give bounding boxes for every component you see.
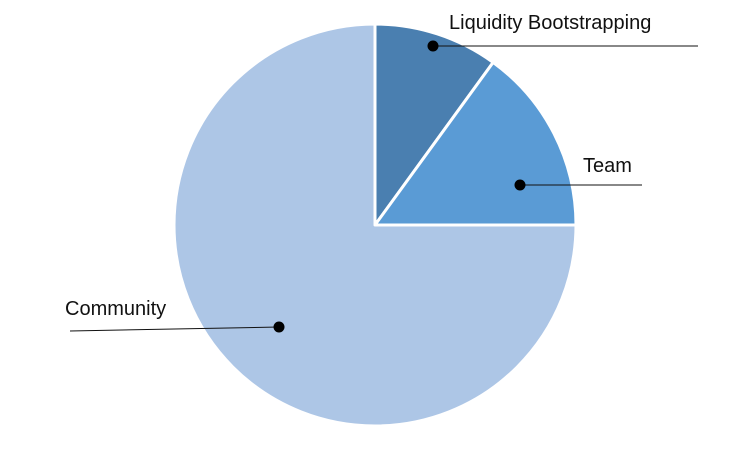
callout-dot-team: [514, 179, 526, 191]
pie-slice-team: [373, 60, 578, 227]
pie-slices: [172, 22, 578, 428]
callout-dot-liquidity-bootstrapping: [427, 40, 439, 52]
pie-callouts: Liquidity Bootstrapping Team Community: [65, 12, 698, 333]
callout-line-community: [69, 326, 280, 332]
slice-label-community: Community: [65, 298, 166, 320]
pie-slice-liquidity-bootstrapping: [373, 22, 495, 227]
callout-dot-community: [273, 321, 285, 333]
slice-label-team: Team: [583, 155, 632, 177]
slice-label-liquidity-bootstrapping: Liquidity Bootstrapping: [449, 12, 651, 34]
